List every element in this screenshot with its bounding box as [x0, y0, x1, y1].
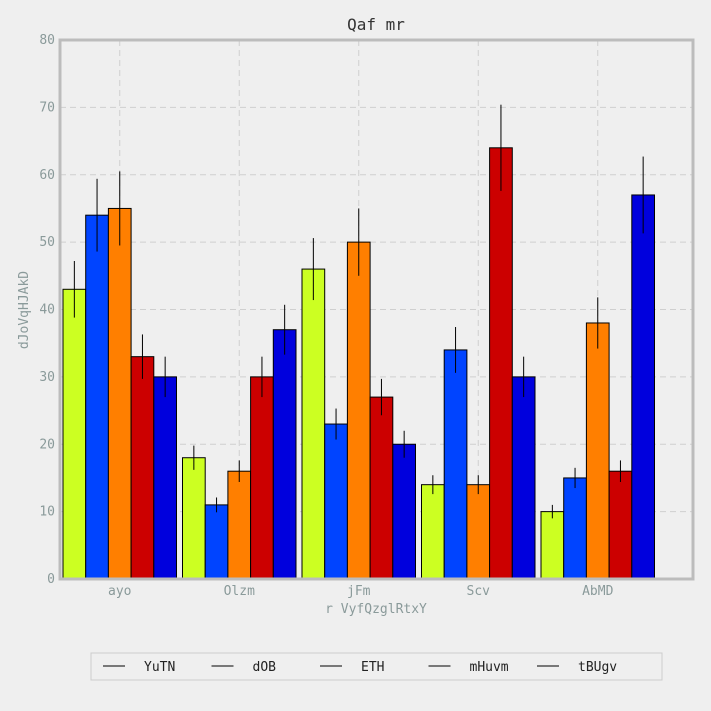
legend: YuTN dOB ETH mHuvm tBUgv [90, 652, 663, 681]
bar [608, 470, 633, 580]
bar [540, 511, 565, 580]
y-tick-label: 60 [39, 168, 55, 183]
y-tick-label: 10 [39, 505, 55, 520]
y-tick-label: 30 [39, 370, 55, 385]
plot-frame [58, 38, 695, 581]
bar [443, 349, 468, 580]
y-tick-label: 0 [47, 572, 55, 587]
bar [204, 504, 229, 580]
bar [182, 457, 206, 580]
y-tick-label: 40 [39, 303, 55, 318]
bar [585, 322, 610, 580]
bar [563, 477, 587, 580]
x-axis-label: r VyfQzglRtxY [325, 602, 427, 617]
y-tick-label: 80 [39, 33, 55, 48]
y-axis-ticks: 0 10 20 30 40 50 60 70 80 [39, 33, 55, 587]
legend-label: mHuvm [470, 660, 509, 675]
error-bars [73, 104, 644, 519]
bar [511, 376, 536, 580]
bar [346, 241, 371, 580]
x-axis-ticks: ayo Olzm jFm Scv AbMD [108, 584, 614, 599]
x-tick-label: Scv [467, 584, 491, 599]
y-tick-label: 70 [39, 100, 55, 115]
legend-label: dOB [253, 660, 277, 675]
bar [489, 147, 513, 580]
y-axis-label: dJoVqHJAkD [17, 271, 32, 349]
bar [301, 268, 326, 580]
bar [324, 423, 348, 580]
bar [153, 376, 178, 580]
bar [392, 443, 416, 580]
bar [130, 356, 155, 580]
legend-box [90, 652, 663, 681]
chart-title: Qaf mr [347, 15, 405, 34]
legend-label: YuTN [144, 660, 175, 675]
bar [250, 376, 274, 580]
x-tick-label: jFm [347, 584, 371, 599]
x-tick-label: Olzm [224, 584, 255, 599]
x-tick-label: ayo [108, 584, 131, 599]
bar [631, 194, 655, 580]
bar [421, 484, 445, 580]
legend-label: ETH [361, 660, 384, 675]
bar [466, 484, 491, 580]
x-tick-label: AbMD [582, 584, 613, 599]
bar [227, 470, 252, 580]
y-tick-label: 20 [39, 437, 55, 452]
legend-label: tBUgv [578, 660, 617, 675]
bar [107, 207, 132, 580]
bar [272, 329, 297, 580]
bar [62, 288, 87, 580]
bar [85, 214, 109, 580]
bar [369, 396, 394, 580]
y-tick-label: 50 [39, 235, 55, 250]
